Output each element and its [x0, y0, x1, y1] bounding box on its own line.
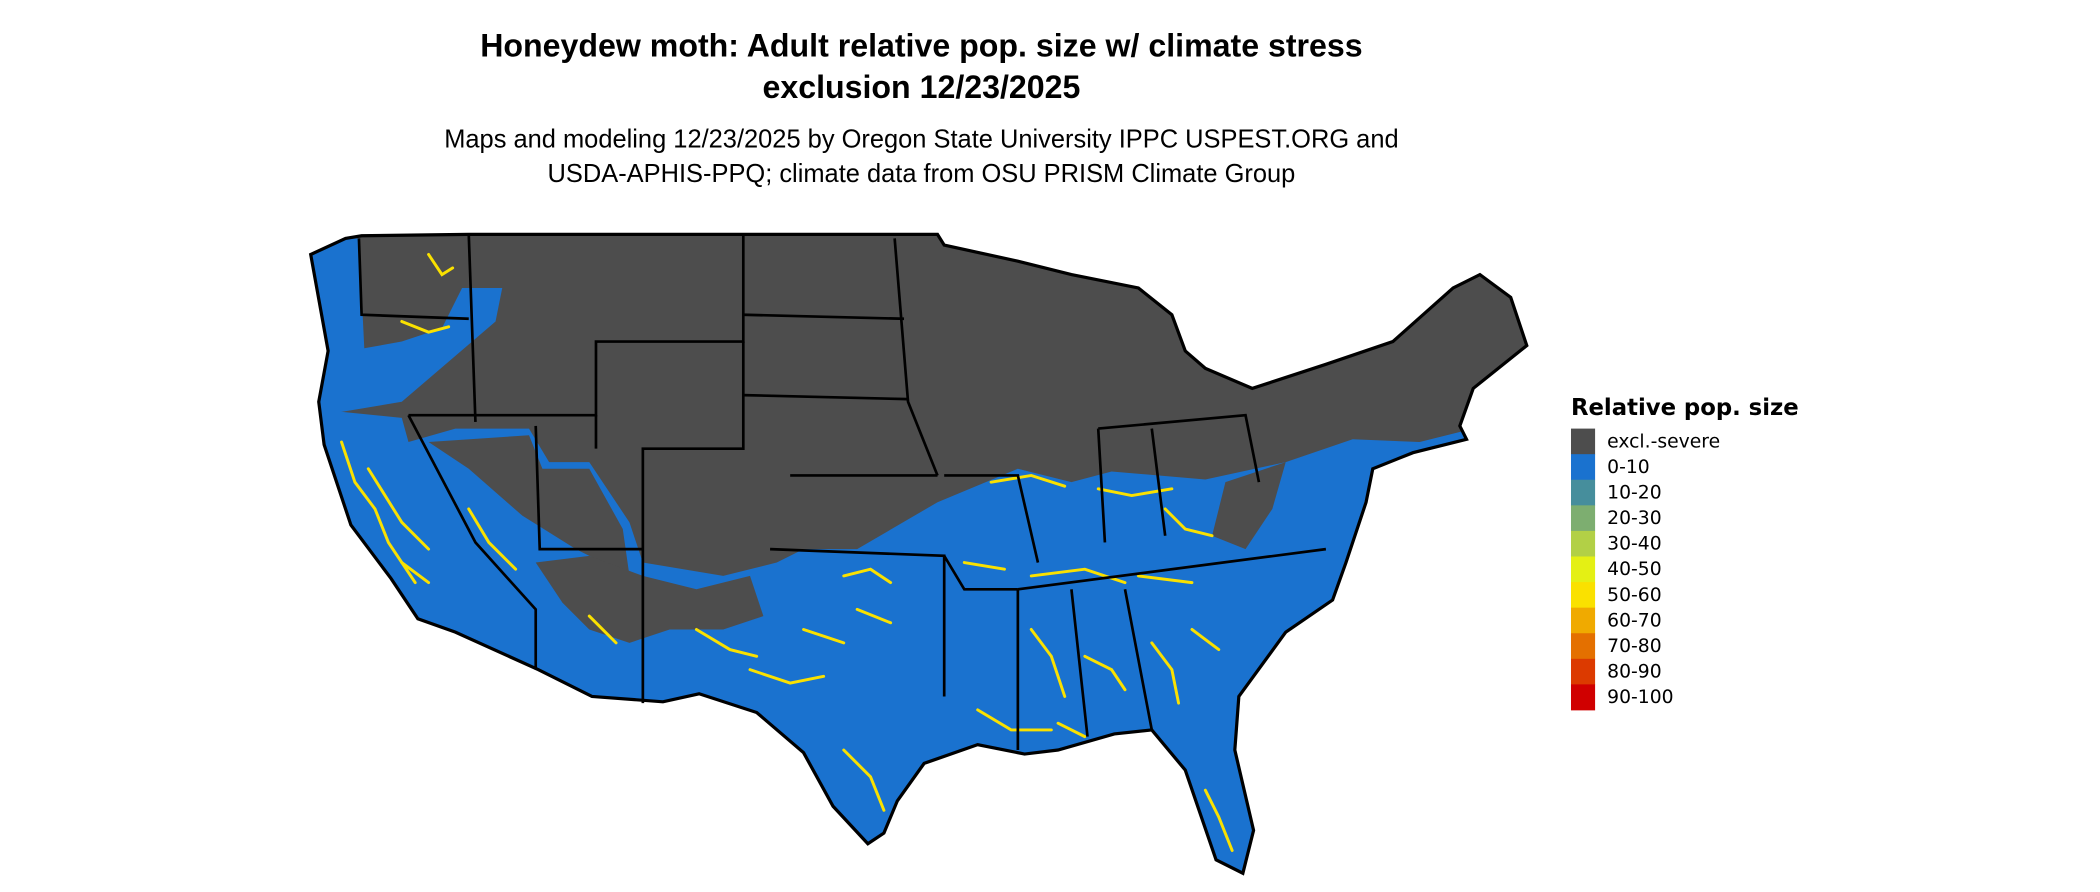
legend-label: 50-60 — [1607, 585, 1661, 606]
legend-title: Relative pop. size — [1571, 395, 1799, 421]
legend-label: 70-80 — [1607, 636, 1661, 657]
gray-zone-interior-west — [428, 435, 630, 576]
legend-swatch — [1570, 505, 1596, 532]
legend: Relative pop. size excl.-severe 0-10 10-20… — [1570, 395, 1799, 711]
legend-label: 60-70 — [1607, 610, 1661, 631]
legend-label: 0-10 — [1607, 457, 1650, 478]
legend-swatch — [1570, 428, 1596, 455]
state-borders — [357, 234, 1327, 751]
title-line-1: Honeydew moth: Adult relative pop. size … — [480, 27, 1362, 63]
legend-swatch — [1570, 556, 1596, 583]
subtitle-line-1: Maps and modeling 12/23/2025 by Oregon S… — [444, 125, 1398, 153]
subtitle-line-2: USDA-APHIS-PPQ; climate data from OSU PR… — [548, 160, 1296, 188]
legend-swatch — [1570, 582, 1596, 609]
legend-swatch — [1570, 530, 1596, 557]
blue-zone-west — [310, 238, 503, 416]
legend-swatch — [1570, 633, 1596, 660]
gray-zone-appalachia — [1212, 462, 1286, 550]
legend-swatch — [1570, 658, 1596, 685]
legend-swatch — [1570, 479, 1596, 506]
legend-swatch — [1570, 454, 1596, 481]
us-map — [309, 232, 1529, 875]
legend-label: 40-50 — [1607, 559, 1661, 580]
legend-label: 30-40 — [1607, 534, 1661, 555]
legend-swatch — [1570, 607, 1596, 634]
legend-swatch — [1570, 684, 1596, 711]
legend-label: 90-100 — [1607, 687, 1673, 708]
legend-label: 80-90 — [1607, 662, 1661, 683]
high-suitability-patches — [340, 253, 1234, 852]
legend-label: 10-20 — [1607, 483, 1661, 504]
title-line-2: exclusion 12/23/2025 — [762, 69, 1080, 105]
legend-label: 20-30 — [1607, 508, 1661, 529]
legend-label: excl.-severe — [1607, 431, 1720, 452]
